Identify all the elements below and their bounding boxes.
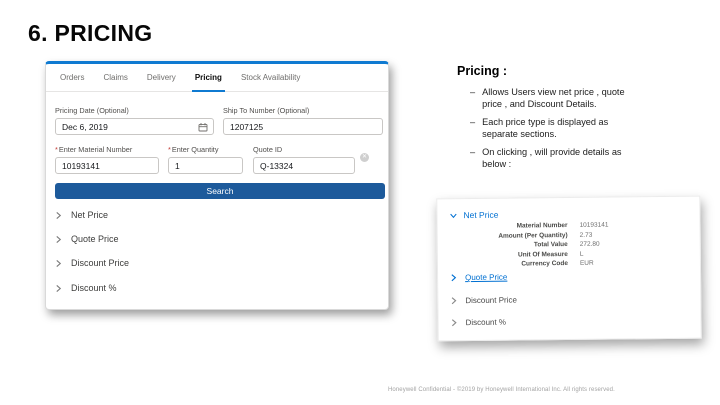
- tab-delivery[interactable]: Delivery: [146, 73, 176, 82]
- chevron-right-icon: [55, 211, 62, 220]
- list-item: – On clicking , will provide details as …: [470, 147, 697, 170]
- section-discount-price[interactable]: Discount Price: [450, 296, 517, 306]
- chevron-down-icon: [449, 212, 457, 219]
- ship-to-number-input[interactable]: 1207125: [223, 118, 383, 135]
- section-label: Quote Price: [465, 272, 508, 283]
- list-item: – Each price type is displayed as separa…: [470, 117, 697, 140]
- section-label: Net Price: [463, 209, 499, 221]
- section-quote-price[interactable]: Quote Price: [55, 228, 385, 250]
- quote-id-label: Quote ID: [253, 145, 283, 154]
- detail-label: Currency Code: [521, 260, 568, 268]
- chevron-right-icon: [450, 273, 457, 282]
- tab-claims[interactable]: Claims: [103, 73, 128, 82]
- chevron-right-icon: [55, 259, 62, 268]
- bullet-dash: –: [470, 87, 476, 97]
- list-item: – Allows Users view net price , quote pr…: [470, 87, 697, 110]
- required-asterisk: *: [55, 145, 58, 154]
- ship-to-number-value: 1207125: [230, 121, 264, 132]
- tab-orders[interactable]: Orders: [60, 73, 85, 82]
- bullet-text: On clicking , will provide details as be…: [482, 147, 622, 169]
- section-discount-price[interactable]: Discount Price: [55, 252, 385, 274]
- detail-label: Total Value: [533, 241, 568, 249]
- bullet-dash: –: [470, 117, 476, 128]
- required-asterisk: *: [168, 145, 171, 154]
- section-net-price[interactable]: Net Price: [55, 204, 385, 226]
- section-net-price-expanded[interactable]: Net Price: [449, 210, 498, 221]
- net-price-detail-screenshot: Net Price Material Number 10193141 Amoun…: [436, 195, 702, 342]
- section-label: Quote Price: [71, 234, 119, 244]
- detail-value: 272.80: [579, 240, 600, 249]
- section-label: Discount %: [71, 283, 117, 293]
- material-number-label: *Enter Material Number: [55, 145, 133, 154]
- tab-stock-availability[interactable]: Stock Availability: [240, 73, 301, 82]
- search-button[interactable]: Search: [55, 183, 385, 199]
- quantity-value: 1: [175, 160, 180, 171]
- section-label: Net Price: [71, 210, 109, 220]
- net-price-details: Material Number 10193141 Amount (Per Qua…: [448, 221, 688, 271]
- pricing-app-screenshot: Orders Claims Delivery Pricing Stock Ava…: [45, 61, 389, 310]
- chevron-right-icon: [450, 296, 457, 305]
- material-number-value: 10193141: [62, 160, 100, 171]
- detail-label: Amount (Per Quantity): [498, 231, 568, 240]
- section-label: Discount Price: [71, 258, 130, 268]
- chevron-right-icon: [55, 235, 62, 244]
- confidentiality-footer: Honeywell Confidential - ©2019 by Honeyw…: [388, 387, 615, 393]
- section-discount-percent[interactable]: Discount %: [55, 277, 385, 299]
- detail-label: Material Number: [516, 222, 568, 230]
- pricing-date-field: Pricing Date (Optional) Dec 6, 2019: [55, 106, 214, 135]
- pricing-date-value: Dec 6, 2019: [62, 121, 108, 132]
- ship-to-number-label: Ship To Number (Optional): [223, 106, 310, 115]
- calendar-icon[interactable]: [198, 122, 208, 134]
- quote-id-input[interactable]: Q-13324: [253, 157, 355, 174]
- detail-label: Unit Of Measure: [517, 250, 568, 259]
- quantity-field: *Enter Quantity 1: [168, 145, 243, 174]
- ship-to-number-field: Ship To Number (Optional) 1207125: [223, 106, 383, 135]
- pricing-date-label: Pricing Date (Optional): [55, 106, 129, 115]
- detail-value: L: [579, 250, 584, 258]
- bullet-text: Allows Users view net price , quote pric…: [482, 87, 625, 109]
- tab-bar: Orders Claims Delivery Pricing Stock Ava…: [46, 64, 388, 92]
- pricing-date-input[interactable]: Dec 6, 2019: [55, 118, 214, 135]
- notes-heading: Pricing :: [457, 64, 508, 78]
- bullet-text: Each price type is displayed as separate…: [482, 117, 609, 139]
- clear-icon[interactable]: ✕: [360, 153, 369, 162]
- detail-row: Currency Code EUR: [448, 259, 688, 271]
- chevron-right-icon: [55, 284, 62, 293]
- bullet-dash: –: [470, 147, 476, 158]
- quantity-label: *Enter Quantity: [168, 145, 219, 154]
- section-quote-price[interactable]: Quote Price: [450, 273, 507, 283]
- tab-pricing[interactable]: Pricing: [191, 64, 225, 92]
- quantity-input[interactable]: 1: [168, 157, 243, 174]
- section-label: Discount %: [465, 317, 507, 328]
- detail-value: EUR: [579, 260, 594, 268]
- section-discount-percent[interactable]: Discount %: [451, 317, 507, 328]
- quote-id-field: Quote ID Q-13324: [253, 145, 355, 174]
- material-number-field: *Enter Material Number 10193141: [55, 145, 159, 174]
- detail-value: 2.73: [579, 231, 593, 239]
- section-label: Discount Price: [465, 295, 517, 306]
- material-number-input[interactable]: 10193141: [55, 157, 159, 174]
- notes-block: Pricing : – Allows Users view net price …: [457, 64, 697, 178]
- chevron-right-icon: [451, 318, 458, 327]
- detail-value: 10193141: [579, 221, 609, 229]
- quote-id-value: Q-13324: [260, 160, 294, 171]
- page-title: 6. PRICING: [28, 20, 153, 46]
